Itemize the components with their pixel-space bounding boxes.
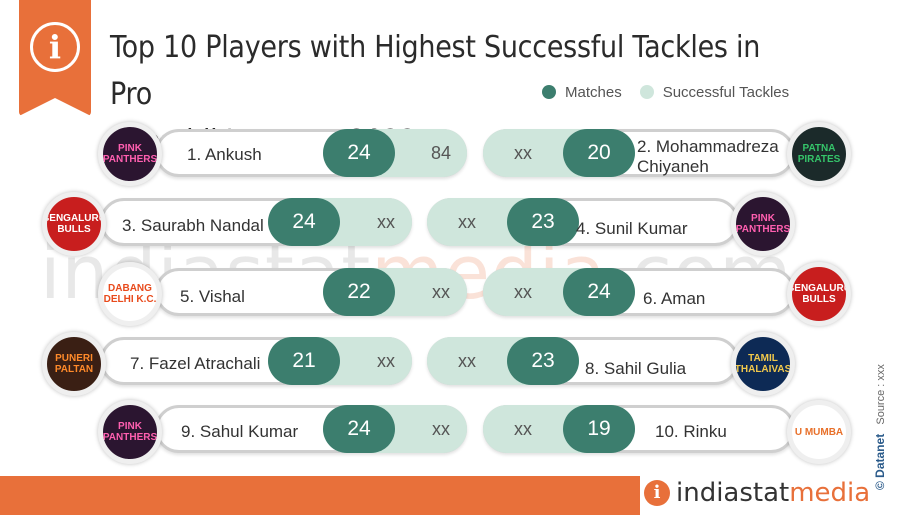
matches-value: 23: [507, 198, 579, 246]
player-pill: 21 xx: [100, 337, 412, 385]
player-pill: 19 xx: [483, 405, 795, 453]
tackles-value: xx: [458, 351, 476, 371]
tackles-value: xx: [514, 419, 532, 439]
matches-value: 24: [268, 198, 340, 246]
player-name: 5. Vishal: [180, 287, 245, 306]
brand-part1: indiastat: [676, 478, 790, 508]
team-logo: BENGALURU BULLS: [787, 262, 851, 326]
player-pill: 24 xx: [483, 268, 795, 316]
player-name: 6. Aman: [643, 289, 706, 308]
legend-item-matches: Matches: [542, 84, 622, 101]
tackles-value: 84: [430, 143, 452, 163]
datanet-credit: © Datanet: [873, 433, 887, 490]
legend-swatch-matches: [542, 85, 556, 99]
legend: Matches Successful Tackles: [542, 82, 807, 102]
team-logo: PINK PANTHERS: [98, 122, 162, 186]
tackles-value: xx: [432, 419, 450, 439]
footer-bar: [0, 476, 640, 515]
tackles-value: xx: [514, 282, 532, 302]
matches-value: 24: [563, 268, 635, 316]
legend-label-matches: Matches: [565, 83, 622, 101]
brand-part2: media: [789, 478, 871, 508]
team-logo: DABANG DELHI K.C.: [98, 262, 162, 326]
tackles-value: xx: [432, 282, 450, 302]
team-logo: PINK PANTHERS: [731, 192, 795, 256]
tackles-value: xx: [377, 351, 395, 371]
team-logo: PUNERI PALTAN: [42, 332, 106, 396]
matches-value: 19: [563, 405, 635, 453]
player-name: 3. Saurabh Nandal: [122, 216, 264, 235]
player-name: 10. Rinku: [655, 422, 727, 441]
footer: i indiastat media: [0, 476, 903, 515]
info-icon: i: [30, 22, 80, 72]
tackles-value: xx: [514, 143, 532, 163]
player-name: 7. Fazel Atrachali: [130, 354, 261, 373]
team-logo: U MUMBA: [787, 400, 851, 464]
matches-value: 24: [323, 405, 395, 453]
tackles-value: xx: [458, 212, 476, 232]
matches-value: 21: [268, 337, 340, 385]
title-line-1: Top 10 Players with Highest Successful T…: [110, 30, 761, 112]
player-pill: 24 84: [155, 129, 467, 177]
tackles-value: xx: [377, 212, 395, 232]
legend-swatch-tackles: [639, 85, 654, 99]
team-logo: BENGALURU BULLS: [42, 192, 106, 256]
legend-item-tackles: Successful Tackles: [639, 83, 790, 101]
footer-brand-logo: i indiastat media: [644, 478, 870, 508]
info-tag: i: [19, 0, 91, 116]
player-pill: 23 xx: [427, 337, 739, 385]
team-logo: PATNA PIRATES: [787, 122, 851, 186]
player-name: 8. Sahil Gulia: [585, 359, 687, 378]
player-name: 2. Mohammadreza Chiyaneh: [637, 137, 779, 176]
matches-value: 20: [563, 129, 635, 177]
tag-notch: [19, 98, 91, 116]
player-pill: 20 xx: [483, 129, 795, 177]
source-note: Source : xxx: [875, 364, 887, 425]
player-pill: 24 xx: [155, 405, 467, 453]
player-name: 4. Sunil Kumar: [576, 219, 688, 238]
player-name: 1. Ankush: [187, 145, 262, 164]
player-name: 9. Sahul Kumar: [181, 422, 299, 441]
brand-info-icon: i: [644, 480, 670, 506]
team-logo: TAMIL THALAIVAS: [731, 332, 795, 396]
player-pill: 24 xx: [100, 198, 412, 246]
player-pill: 22 xx: [155, 268, 467, 316]
side-credits: © Datanet Source : xxx: [873, 364, 887, 490]
player-pill: 23 xx: [427, 198, 739, 246]
matches-value: 22: [323, 268, 395, 316]
team-logo: PINK PANTHERS: [98, 400, 162, 464]
matches-value: 23: [507, 337, 579, 385]
legend-label-tackles: Successful Tackles: [662, 83, 790, 101]
matches-value: 24: [323, 129, 395, 177]
